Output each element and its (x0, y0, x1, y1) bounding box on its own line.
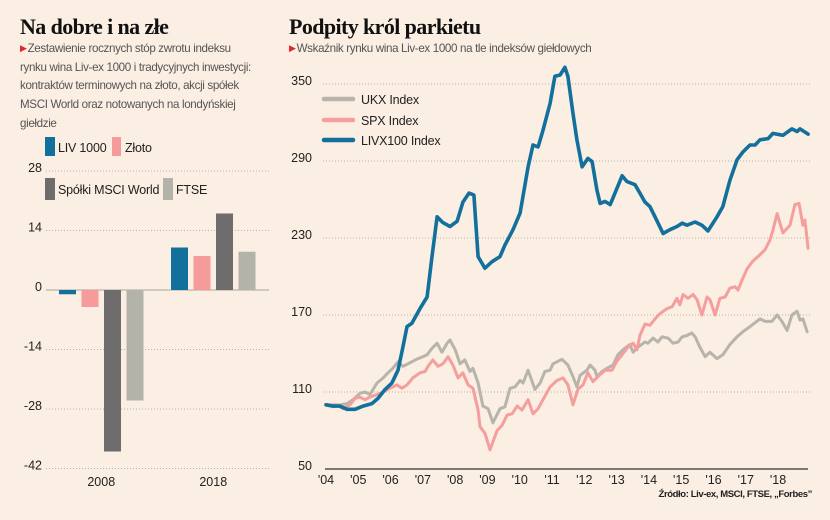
subtitle-line: giełdzie (20, 116, 57, 130)
legend-item-livx100-index: LIVX100 Index (321, 134, 442, 148)
legend-label: FTSE (176, 183, 207, 197)
x-tick-label: '17 (738, 473, 754, 487)
series-line-ukx-index (324, 309, 809, 425)
line-chart-gridlines (323, 83, 810, 470)
x-tick-label: '13 (608, 473, 624, 487)
x-tick-label: '07 (415, 473, 431, 487)
x-tick-label: '14 (641, 473, 657, 487)
x-tick-label: '05 (350, 473, 366, 487)
x-tick-label: '08 (447, 473, 463, 487)
bar-spolki-msci-world-2008 (104, 290, 121, 452)
series-line-livx100-index (324, 65, 810, 412)
y-tick-label: 170 (291, 305, 312, 319)
y-tick-label: 0 (35, 280, 42, 294)
legend-label: UKX Index (361, 93, 420, 107)
x-category-label: 2008 (87, 475, 115, 489)
x-tick-label: '10 (512, 473, 528, 487)
bar-ftse-2008 (126, 290, 144, 401)
y-tick-label: 28 (28, 161, 42, 175)
left-chart-title: Na dobre i na złe (20, 14, 169, 39)
x-tick-label: '18 (770, 473, 786, 487)
bar-chart-legend: LIV 1000 Złoto Spółki MSCI World FTSE (45, 137, 207, 200)
y-tick-label: 50 (298, 459, 312, 473)
y-tick-label: 14 (28, 221, 42, 235)
legend-label: LIV 1000 (58, 141, 107, 155)
x-tick-label: '16 (705, 473, 721, 487)
source-note: Źródło: Liv-ex, MSCI, FTSE, „Forbes” (658, 489, 813, 500)
legend-item-ftse: FTSE (163, 178, 207, 200)
x-tick-label: '11 (544, 473, 559, 487)
y-tick-label: -42 (24, 459, 42, 473)
subtitle-text: Wskaźnik rynku wina Liv-ex 1000 na tle i… (296, 42, 592, 55)
legend-swatch (112, 137, 121, 156)
index-comparison-line-chart: 50 110 170 230 290 350 '04 '05 '06 '07 '08 '09 '10 '1… (291, 65, 810, 487)
bar-liv-1000-2018 (171, 247, 188, 290)
subtitle-line: rynku wina Liv-ex 1000 i tradycyjnych in… (20, 60, 251, 74)
annual-returns-bar-chart: 28 14 0 -14 -28 -42 2008 2018 LIV 1000 Złoto Spółk… (24, 137, 269, 489)
legend-label: SPX Index (361, 114, 419, 128)
bar-chart-gridlines (46, 170, 269, 469)
legend-label: Spółki MSCI World (58, 183, 160, 197)
red-triangle-marker-icon: ▶ (20, 43, 27, 53)
red-triangle-marker-icon: ▶ (289, 43, 296, 53)
y-tick-label: 230 (291, 228, 312, 242)
legend-item-zloto: Złoto (112, 137, 152, 156)
legend-item-spx-index: SPX Index (321, 114, 419, 128)
line-chart-legend: UKX Index SPX Index LIVX100 Index (321, 93, 442, 148)
x-tick-label: '06 (382, 473, 398, 487)
subtitle-line: ▶Zestawienie rocznych stóp zwrotu indeks… (20, 40, 251, 59)
legend-swatch (45, 178, 55, 200)
right-chart-subtitle: ▶Wskaźnik rynku wina Liv-ex 1000 na tle … (289, 40, 592, 59)
x-tick-label: '12 (576, 473, 592, 487)
y-tick-label: 350 (291, 74, 312, 88)
legend-label: LIVX100 Index (361, 134, 441, 148)
bar-zloto-2008 (81, 290, 99, 307)
bar-zloto-2018 (193, 256, 211, 290)
legend-swatch (163, 178, 173, 200)
subtitle-line-text: Zestawienie rocznych stóp zwrotu indeksu (27, 42, 232, 55)
right-chart-title: Podpity król parkietu (289, 14, 481, 39)
y-tick-label: -14 (24, 340, 42, 354)
legend-item-spolki-msci-world: Spółki MSCI World (45, 178, 160, 200)
x-category-label: 2018 (199, 475, 227, 489)
left-chart-subtitle: ▶Zestawienie rocznych stóp zwrotu indeks… (20, 40, 251, 134)
legend-swatch (45, 137, 55, 156)
subtitle-line: kontraktów terminowych na złoto, akcji s… (20, 79, 239, 93)
legend-item-liv-1000: LIV 1000 (45, 137, 107, 156)
legend-item-ukx-index: UKX Index (321, 93, 420, 107)
bar-spolki-msci-world-2018 (216, 213, 233, 290)
x-tick-label: '09 (479, 473, 495, 487)
y-tick-label: 290 (291, 151, 312, 165)
bar-ftse-2018 (238, 251, 256, 290)
bar-liv-1000-2008 (59, 290, 76, 295)
y-tick-label: 110 (292, 382, 312, 396)
y-tick-label: -28 (24, 399, 42, 413)
x-tick-label: '04 (318, 473, 334, 487)
series-line-spx-index (324, 201, 810, 452)
legend-label: Złoto (125, 141, 152, 155)
x-tick-label: '15 (673, 473, 689, 487)
subtitle-line: MSCI World oraz notowanych na londyńskie… (20, 98, 236, 112)
